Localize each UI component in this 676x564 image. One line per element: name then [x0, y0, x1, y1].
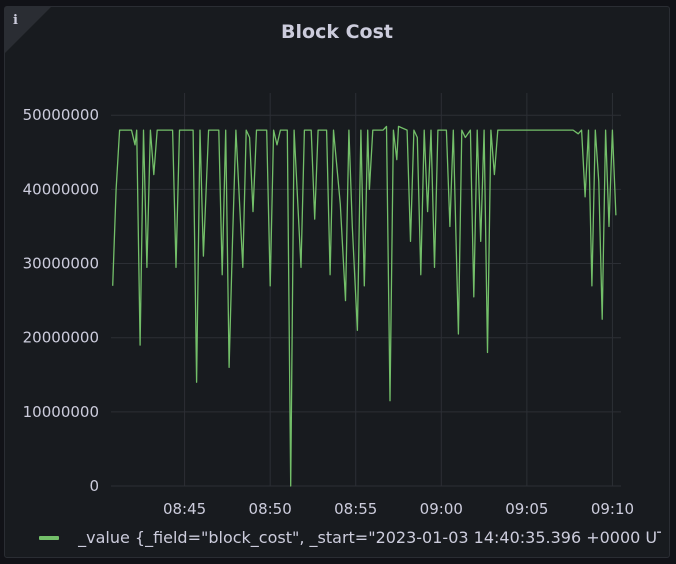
- panel-title: Block Cost: [281, 21, 393, 43]
- info-corner[interactable]: [5, 7, 51, 53]
- x-tick-label: 08:55: [334, 500, 377, 518]
- x-tick-label: 08:45: [163, 500, 206, 518]
- y-tick-label: 40000000: [23, 180, 99, 198]
- line-chart: 0 10000000 20000000 30000000 40000000 5000000…: [23, 93, 634, 518]
- y-tick-label: 10000000: [23, 403, 99, 421]
- y-axis-ticks: 0 10000000 20000000 30000000 40000000 5000000…: [23, 106, 99, 495]
- legend-swatch[interactable]: [39, 535, 59, 540]
- x-tick-label: 09:00: [420, 500, 463, 518]
- x-tick-label: 08:50: [249, 500, 292, 518]
- x-tick-label: 09:05: [505, 500, 548, 518]
- legend[interactable]: _value {_field="block_cost", _start="202…: [39, 527, 661, 551]
- y-tick-label: 50000000: [23, 106, 99, 124]
- series-line[interactable]: [112, 125, 617, 487]
- y-tick-label: 20000000: [23, 329, 99, 347]
- x-axis-ticks: 08:45 08:50 08:55 09:00 09:05 09:10: [163, 500, 634, 518]
- series-lines: [112, 125, 617, 487]
- info-icon[interactable]: i: [13, 13, 18, 28]
- chart-grid: [111, 93, 621, 487]
- y-tick-label: 30000000: [23, 255, 99, 273]
- y-tick-label: 0: [89, 477, 99, 495]
- x-tick-label: 09:10: [591, 500, 634, 518]
- legend-label[interactable]: _value {_field="block_cost", _start="202…: [78, 528, 661, 547]
- chart-panel: i Block Cost 0 10000000 20000000 30000000 40…: [4, 6, 670, 558]
